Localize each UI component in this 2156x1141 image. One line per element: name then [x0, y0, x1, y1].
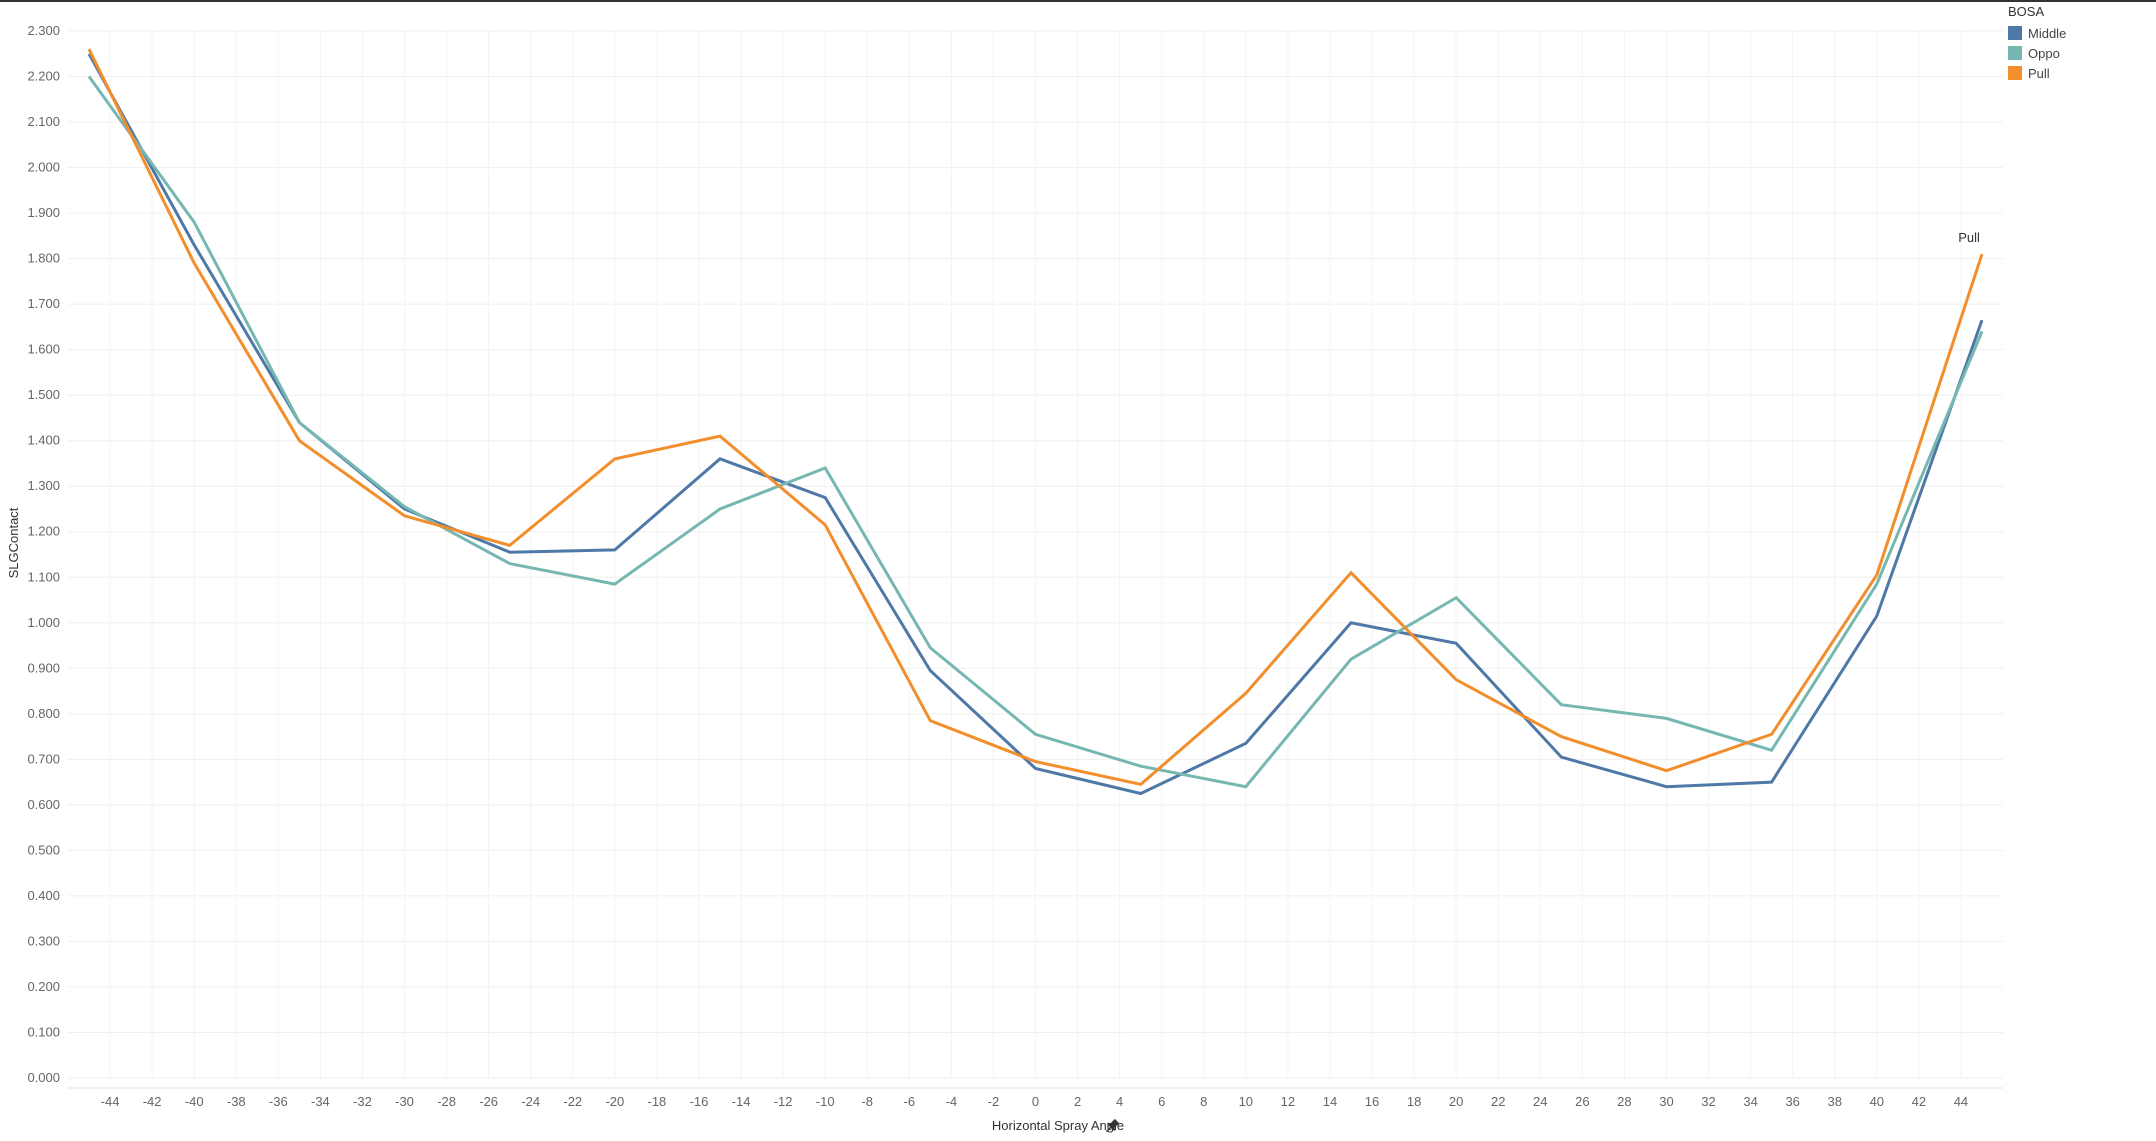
- x-tick-label: 22: [1491, 1094, 1505, 1109]
- legend-item-oppo[interactable]: Oppo: [2008, 43, 2066, 63]
- y-tick-label: 0.500: [27, 842, 60, 857]
- x-tick-label: -26: [479, 1094, 498, 1109]
- y-tick-label: 1.700: [27, 296, 60, 311]
- x-tick-label: 10: [1239, 1094, 1253, 1109]
- y-tick-label: 2.100: [27, 114, 60, 129]
- legend-swatch: [2008, 26, 2022, 40]
- x-tick-label: -10: [816, 1094, 835, 1109]
- x-tick-label: -22: [563, 1094, 582, 1109]
- x-tick-label: 24: [1533, 1094, 1547, 1109]
- x-tick-label: 6: [1158, 1094, 1165, 1109]
- y-tick-label: 2.200: [27, 69, 60, 84]
- x-tick-label: -8: [861, 1094, 873, 1109]
- series-layer: [87, 48, 1984, 796]
- y-tick-label: 0.600: [27, 797, 60, 812]
- x-tick-label: 30: [1659, 1094, 1673, 1109]
- y-tick-label: 1.300: [27, 478, 60, 493]
- x-tick-label: 20: [1449, 1094, 1463, 1109]
- legend-swatch: [2008, 46, 2022, 60]
- x-tick-label: 38: [1828, 1094, 1842, 1109]
- legend-label: Oppo: [2028, 45, 2060, 61]
- y-tick-label: 1.400: [27, 433, 60, 448]
- x-tick-label: -40: [185, 1094, 204, 1109]
- x-tick-label: 26: [1575, 1094, 1589, 1109]
- x-tick-label: 36: [1785, 1094, 1799, 1109]
- annotation-layer: Pull: [1958, 230, 1980, 245]
- y-tick-label: 1.000: [27, 615, 60, 630]
- y-tick-label: 0.900: [27, 660, 60, 675]
- y-tick-label: 0.000: [27, 1070, 60, 1085]
- pin-icon[interactable]: [1103, 1118, 1121, 1136]
- legend-swatch: [2008, 66, 2022, 80]
- top-border: [0, 0, 2156, 2]
- series-line-middle[interactable]: [87, 53, 1984, 796]
- x-tick-label: -42: [143, 1094, 162, 1109]
- x-tick-label: -38: [227, 1094, 246, 1109]
- x-tick-label: -20: [605, 1094, 624, 1109]
- grid-layer: [68, 30, 2003, 1089]
- y-tick-label: 2.300: [27, 23, 60, 38]
- y-tick-label: 0.300: [27, 933, 60, 948]
- y-tick-label: 0.700: [27, 751, 60, 766]
- legend-label: Middle: [2028, 25, 2067, 41]
- x-tick-label: 18: [1407, 1094, 1421, 1109]
- x-tick-label: -36: [269, 1094, 288, 1109]
- x-tick-label: 16: [1365, 1094, 1379, 1109]
- x-tick-label: 4: [1116, 1094, 1123, 1109]
- x-tick-label: -16: [690, 1094, 709, 1109]
- tick-layer: 0.000 0.100 0.200 0.300 0.400 0.500 0.600 0.700…: [27, 23, 1968, 1109]
- x-tick-label: -32: [353, 1094, 372, 1109]
- x-tick-label: 12: [1281, 1094, 1295, 1109]
- y-tick-label: 1.500: [27, 387, 60, 402]
- x-tick-label: 42: [1912, 1094, 1926, 1109]
- y-tick-label: 1.600: [27, 342, 60, 357]
- series-end-label: Pull: [1958, 230, 1980, 245]
- legend-item-pull[interactable]: Pull: [2008, 63, 2066, 83]
- x-tick-label: -2: [988, 1094, 1000, 1109]
- y-tick-label: 0.400: [27, 888, 60, 903]
- x-tick-label: 34: [1743, 1094, 1757, 1109]
- x-tick-label: 40: [1870, 1094, 1884, 1109]
- series-line-pull[interactable]: [87, 48, 1984, 787]
- legend-items: Middle Oppo Pull: [2008, 23, 2066, 83]
- y-tick-label: 0.100: [27, 1024, 60, 1039]
- y-axis-title: SLGContact: [6, 507, 21, 578]
- legend: BOSA Middle Oppo Pull: [2008, 4, 2066, 83]
- x-tick-label: -44: [101, 1094, 120, 1109]
- x-tick-label: -34: [311, 1094, 330, 1109]
- x-tick-label: 28: [1617, 1094, 1631, 1109]
- x-tick-label: -14: [732, 1094, 751, 1109]
- x-tick-label: 14: [1323, 1094, 1337, 1109]
- x-tick-label: 44: [1954, 1094, 1968, 1109]
- y-tick-label: 1.900: [27, 205, 60, 220]
- legend-label: Pull: [2028, 65, 2050, 81]
- y-tick-label: 1.100: [27, 569, 60, 584]
- x-tick-label: -24: [521, 1094, 540, 1109]
- x-tick-label: 32: [1701, 1094, 1715, 1109]
- x-tick-label: -4: [946, 1094, 958, 1109]
- x-tick-label: 2: [1074, 1094, 1081, 1109]
- x-tick-label: -18: [648, 1094, 667, 1109]
- x-tick-label: 0: [1032, 1094, 1039, 1109]
- series-line-oppo[interactable]: [87, 75, 1984, 789]
- y-tick-label: 0.800: [27, 706, 60, 721]
- x-tick-label: -30: [395, 1094, 414, 1109]
- x-tick-label: -28: [437, 1094, 456, 1109]
- x-axis-title: Horizontal Spray Angle: [992, 1118, 1124, 1133]
- y-tick-label: 2.000: [27, 160, 60, 175]
- legend-item-middle[interactable]: Middle: [2008, 23, 2066, 43]
- x-tick-label: 8: [1200, 1094, 1207, 1109]
- legend-title: BOSA: [2008, 4, 2045, 19]
- x-tick-label: -6: [904, 1094, 916, 1109]
- y-tick-label: 1.800: [27, 251, 60, 266]
- y-tick-label: 1.200: [27, 524, 60, 539]
- y-tick-label: 0.200: [27, 979, 60, 994]
- x-tick-label: -12: [774, 1094, 793, 1109]
